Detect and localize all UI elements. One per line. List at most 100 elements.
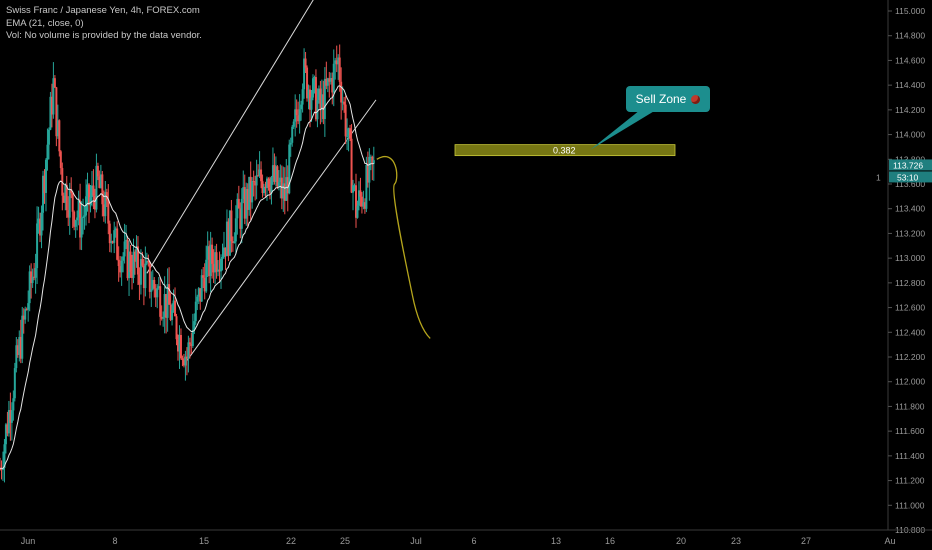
candle-body [175, 316, 178, 340]
candle-body [27, 303, 30, 310]
candle-body [350, 138, 353, 193]
candle-body [363, 202, 366, 209]
price-tick-label: 114.400 [895, 80, 925, 90]
candle-body [135, 246, 138, 262]
candle-body [141, 258, 144, 266]
candle-body [79, 200, 82, 238]
candle-body [151, 279, 154, 290]
candle-body [7, 409, 10, 434]
time-tick-label: 20 [676, 536, 686, 546]
candle-body [102, 204, 105, 217]
candle-body [159, 286, 162, 317]
candle-body [295, 109, 298, 116]
candle-body [40, 212, 43, 236]
candle-body [119, 266, 122, 273]
candle-body [99, 174, 102, 188]
candle-body [353, 185, 356, 187]
candle-body [369, 156, 372, 158]
candle-body [249, 176, 252, 203]
candle-body [274, 166, 277, 182]
candle-body [19, 336, 22, 359]
candles [0, 44, 375, 483]
candle-body [169, 304, 172, 320]
candle-body [67, 210, 70, 218]
candle-body [73, 211, 76, 227]
candle-body [16, 345, 19, 355]
candle-body [282, 183, 285, 199]
sell-zone-callout[interactable]: Sell Zone [626, 86, 710, 112]
candle-body [0, 468, 3, 471]
candle-body [82, 216, 85, 219]
candle-body [243, 187, 246, 219]
candle-body [261, 181, 264, 194]
candle-body [122, 256, 125, 261]
candle-body [286, 177, 289, 194]
price-channel [146, 0, 377, 362]
price-tick-label: 112.000 [895, 377, 925, 387]
symbol-title: Swiss Franc / Japanese Yen, 4h, FOREX.co… [6, 5, 200, 16]
candle-body [163, 294, 166, 318]
time-tick-label: Au [884, 536, 895, 546]
candle-body [260, 169, 263, 182]
candle-body [107, 200, 110, 224]
candle-body [49, 96, 52, 130]
candle-body [224, 247, 227, 257]
candle-body [9, 409, 12, 423]
candle-body [280, 177, 283, 199]
candle-body [104, 192, 107, 217]
price-tick-label: 113.000 [895, 253, 925, 263]
candle-body [95, 165, 98, 210]
candle-body [215, 252, 218, 272]
price-tick-label: 113.800 [895, 154, 925, 164]
candle-body [203, 277, 206, 292]
candle-body [329, 78, 332, 82]
price-tick-label: 111.000 [895, 500, 925, 510]
candle-body [113, 230, 116, 243]
candle-body [144, 263, 147, 289]
candle-body [46, 144, 49, 160]
candle-body [126, 239, 129, 279]
candle-body [246, 189, 249, 210]
last-price-label: 113.726 [893, 160, 923, 170]
candle-body [128, 251, 131, 279]
candle-body [145, 260, 148, 264]
price-tick-label: 111.400 [895, 451, 925, 461]
last-price-box [889, 159, 932, 171]
candle-body [220, 258, 223, 272]
candle-body [301, 89, 304, 105]
time-tick-label: 16 [605, 536, 615, 546]
candle-body [31, 276, 34, 284]
candle-body [187, 342, 190, 359]
candle-body [335, 60, 338, 65]
time-tick-label: 23 [731, 536, 741, 546]
channel-upper-line [146, 0, 314, 274]
candle-body [337, 57, 340, 65]
time-tick-label: 27 [801, 536, 811, 546]
candle-body [185, 356, 188, 359]
candle-body [338, 57, 341, 82]
candle-body [74, 220, 77, 227]
candle-body [344, 104, 347, 137]
candle-body [300, 104, 303, 110]
candle-body [285, 177, 288, 201]
candle-body [148, 261, 151, 292]
candle-body [174, 300, 177, 317]
candle-body [114, 228, 117, 231]
candle-body [303, 58, 306, 90]
candle-body [166, 284, 169, 318]
candle-body [349, 128, 352, 139]
candle-body [43, 175, 46, 193]
candle-body [240, 198, 243, 229]
candle-body [39, 218, 42, 236]
candle-body [154, 288, 157, 298]
candle-body [251, 180, 254, 203]
ema-polyline [0, 85, 374, 469]
candle-body [85, 196, 88, 216]
price-tick-label: 114.000 [895, 130, 925, 140]
sell-zone-rect [454, 144, 676, 157]
candle-body [346, 135, 349, 137]
candle-body [273, 165, 276, 182]
candle-body [211, 244, 214, 264]
candle-body [92, 185, 95, 196]
